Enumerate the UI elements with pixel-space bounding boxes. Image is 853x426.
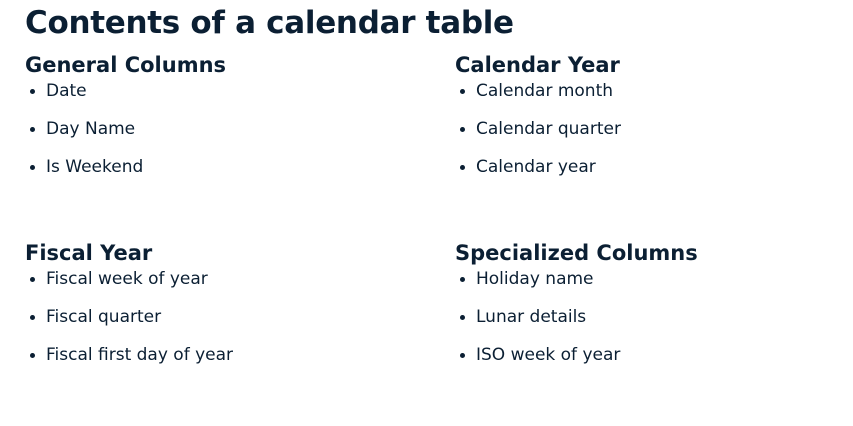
section-heading: Specialized Columns bbox=[455, 241, 698, 265]
list-item: Date bbox=[25, 80, 425, 102]
list-item: Holiday name bbox=[455, 268, 853, 290]
list-item: Lunar details bbox=[455, 306, 853, 328]
section-heading: General Columns bbox=[25, 53, 227, 77]
bullet-list: Holiday name Lunar details ISO week of y… bbox=[455, 268, 853, 366]
section-heading: Calendar Year bbox=[455, 53, 620, 77]
page-title: Contents of a calendar table bbox=[25, 5, 514, 41]
bullet-list: Fiscal week of year Fiscal quarter Fisca… bbox=[25, 268, 425, 366]
section-fiscal-year: Fiscal Year Fiscal week of year Fiscal q… bbox=[25, 240, 425, 382]
bullet-list: Date Day Name Is Weekend bbox=[25, 80, 425, 178]
section-specialized-columns: Specialized Columns Holiday name Lunar d… bbox=[455, 240, 853, 382]
bullet-list: Calendar month Calendar quarter Calendar… bbox=[455, 80, 853, 178]
list-item: ISO week of year bbox=[455, 344, 853, 366]
section-general-columns: General Columns Date Day Name Is Weekend bbox=[25, 52, 425, 194]
list-item: Fiscal first day of year bbox=[25, 344, 425, 366]
list-item: Is Weekend bbox=[25, 156, 425, 178]
section-calendar-year: Calendar Year Calendar month Calendar qu… bbox=[455, 52, 853, 194]
list-item: Calendar quarter bbox=[455, 118, 853, 140]
list-item: Calendar year bbox=[455, 156, 853, 178]
list-item: Calendar month bbox=[455, 80, 853, 102]
list-item: Fiscal quarter bbox=[25, 306, 425, 328]
list-item: Day Name bbox=[25, 118, 425, 140]
section-heading: Fiscal Year bbox=[25, 241, 153, 265]
list-item: Fiscal week of year bbox=[25, 268, 425, 290]
